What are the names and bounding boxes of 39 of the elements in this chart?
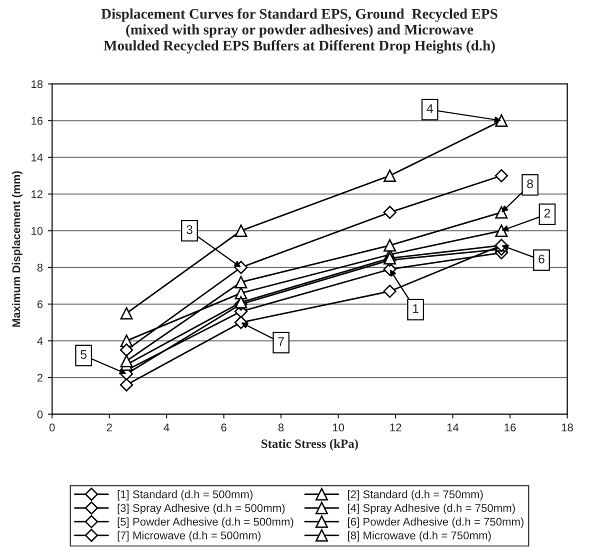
y-tick-label: 16 (32, 116, 43, 125)
x-tick-label: 8 (278, 424, 284, 432)
x-tick-label: 18 (562, 424, 573, 432)
annotation: 2 (544, 208, 550, 218)
legend-label: [4] Spray Adhesive (d.h = 750mm) (348, 504, 515, 514)
x-tick-label: 14 (447, 424, 459, 432)
annotation: 8 (527, 179, 533, 188)
legend-label: [2] Standard (d.h = 750mm) (348, 490, 483, 500)
legend-label: [6] Powder Adhesive (d.h = 750mm) (348, 518, 524, 528)
y-tick-label: 8 (37, 264, 43, 272)
y-tick-label: 14 (32, 154, 43, 162)
legend-label: [8] Microwave (d.h = 750mm) (348, 531, 491, 542)
x-tick-label: 16 (504, 424, 516, 432)
x-tick-label: 10 (332, 424, 344, 432)
annotation: 1 (413, 304, 418, 313)
x-tick-label: 2 (106, 424, 112, 432)
annotation: 4 (426, 104, 433, 113)
chart-title: Displacement Curves for Standard EPS, Ground Recycled EPS (mixed with spray or powder adhesives) and Microwave Moulded Recycled EPS Buffers at Different Drop Heights (d.h) (101, 8, 498, 54)
y-tick-label: 6 (37, 300, 43, 308)
x-tick-label: 0 (49, 424, 55, 432)
legend-label: [7] Microwave (d.h = 500mm) (118, 531, 261, 542)
y-tick-label: 2 (37, 374, 43, 382)
y-tick-label: 4 (37, 337, 43, 345)
y-axis-title: Maximum Displacement (mm) (12, 171, 22, 327)
y-tick-label: 10 (32, 227, 43, 235)
x-tick-label: 4 (164, 424, 170, 432)
y-tick-label: 0 (37, 410, 43, 418)
x-tick-label: 6 (221, 424, 226, 432)
y-tick-label: 18 (32, 80, 43, 88)
y-tick-label: 12 (32, 190, 43, 198)
annotation: 6 (538, 254, 544, 264)
legend-label: [5] Powder Adhesive (d.h = 500mm) (118, 518, 294, 528)
x-axis-title: Static Stress (kPa) (262, 439, 358, 450)
legend-label: [3] Spray Adhesive (d.h = 500mm) (118, 504, 285, 514)
annotation: 5 (80, 350, 87, 359)
annotation: 3 (186, 225, 192, 234)
annotation: 7 (278, 337, 284, 346)
legend-label: [1] Standard (d.h = 500mm) (118, 490, 252, 500)
x-tick-label: 12 (390, 424, 402, 432)
